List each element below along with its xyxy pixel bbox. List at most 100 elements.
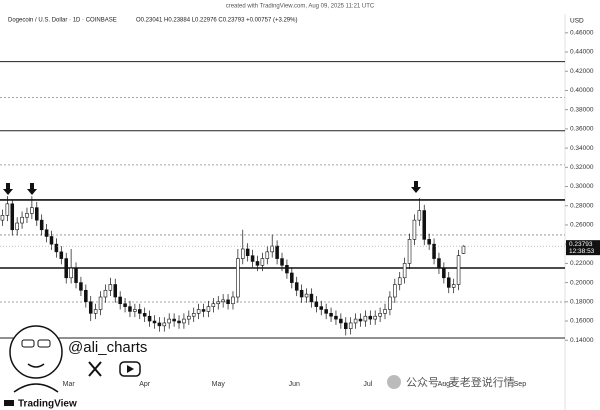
candle-body [25, 213, 29, 218]
candle-body [427, 239, 431, 245]
candle-body [59, 251, 64, 259]
created-note: created with TradingView.com, Aug 09, 20… [226, 4, 375, 10]
candle-body [182, 318, 186, 324]
candle-body [177, 320, 181, 324]
arrow [27, 183, 37, 195]
candle-body [348, 322, 353, 330]
candle-body [108, 284, 113, 291]
candle-body [196, 309, 201, 314]
candle-body [368, 315, 373, 320]
candle-body [138, 309, 142, 314]
wechat-icon [387, 375, 401, 389]
currency: USD [570, 18, 584, 25]
y-tick-label: 0.36000 [570, 126, 594, 133]
candle-body [5, 203, 10, 216]
x-logo [88, 361, 102, 377]
candle-body [236, 258, 240, 298]
y-tick-label: 0.44000 [570, 49, 594, 56]
candle-body [363, 315, 368, 322]
y-tick-label: 0.32000 [570, 164, 594, 171]
candle-body [417, 210, 422, 221]
candle-body [167, 318, 171, 324]
candle-body [309, 293, 314, 303]
candle-body [373, 315, 377, 320]
x-tick-label: Mar [63, 381, 76, 388]
avatar-glasses [21, 339, 35, 348]
candle-body [142, 313, 147, 317]
candle-body [0, 215, 5, 221]
candle-body [285, 265, 289, 274]
candle-body [206, 306, 211, 312]
candle-body [103, 289, 108, 298]
candle-body [324, 309, 328, 314]
candle-body [442, 267, 446, 279]
avatar [9, 325, 63, 393]
candle-body [30, 207, 34, 214]
candle-body [358, 318, 363, 322]
candle-body [152, 320, 157, 324]
candle-body [88, 301, 93, 314]
candle-body [128, 306, 132, 312]
candle-body [388, 296, 392, 310]
candle-body [84, 289, 88, 303]
candle-body [15, 222, 19, 231]
youtube-play [127, 365, 134, 373]
candle-body [64, 258, 68, 279]
candle-body [329, 313, 333, 317]
candle-body [118, 296, 122, 305]
candle-body [393, 284, 397, 298]
candle-body [162, 322, 167, 327]
candle-body [314, 301, 319, 307]
y-tick-label: 0.16000 [570, 318, 594, 325]
candle-body [275, 245, 279, 259]
candle-body [407, 239, 412, 264]
candle-body [432, 243, 436, 259]
candle-body [383, 309, 387, 314]
candle-body [402, 263, 407, 279]
candle-body [221, 299, 225, 303]
candle-body [113, 284, 118, 298]
candle-body [294, 282, 299, 291]
candle-body [187, 315, 191, 320]
candle-body [157, 322, 162, 327]
symbol-title: Dogecoin / U.S. Dollar · 1D · COINBASE [8, 18, 117, 24]
candle-body [265, 251, 270, 259]
candle-body [456, 255, 461, 285]
candle-body [39, 219, 44, 231]
candle-body [35, 207, 39, 221]
x-tick-label: Jun [289, 381, 300, 388]
candle-body [216, 301, 221, 305]
candle-body [446, 277, 451, 288]
x-tick-label: Sep [514, 381, 527, 388]
x-tick-label: May [212, 381, 226, 388]
candle-body [74, 267, 78, 283]
ohlc-text: O0.23041 H0.23884 L0.22976 C0.23793 +0.0… [136, 18, 297, 24]
candle-body [201, 309, 206, 312]
candle-body [343, 322, 348, 330]
candle-body [422, 210, 427, 240]
candle-body [44, 229, 49, 237]
candle-body [461, 245, 466, 254]
candle-body [147, 315, 152, 322]
brand: TradingView [18, 399, 77, 410]
candle-body [437, 258, 441, 269]
arrow [411, 181, 421, 193]
candle-body [123, 303, 127, 307]
candle-body [270, 245, 274, 253]
y-tick-label: 0.28000 [570, 202, 594, 209]
candle-body [49, 236, 54, 245]
candle-body [290, 272, 294, 283]
candle-body [319, 306, 324, 310]
candle-body [280, 258, 284, 266]
candle-body [231, 296, 235, 305]
candle-body [133, 309, 137, 312]
candle-body [226, 299, 230, 305]
candle-body [69, 267, 73, 279]
x-tick-label: Apr [139, 381, 151, 388]
candle-body [353, 318, 358, 324]
candle-body [250, 255, 255, 262]
x-tick-label: Jul [363, 381, 372, 388]
candle-body [304, 293, 309, 298]
y-tick-label: 0.26000 [570, 222, 594, 229]
